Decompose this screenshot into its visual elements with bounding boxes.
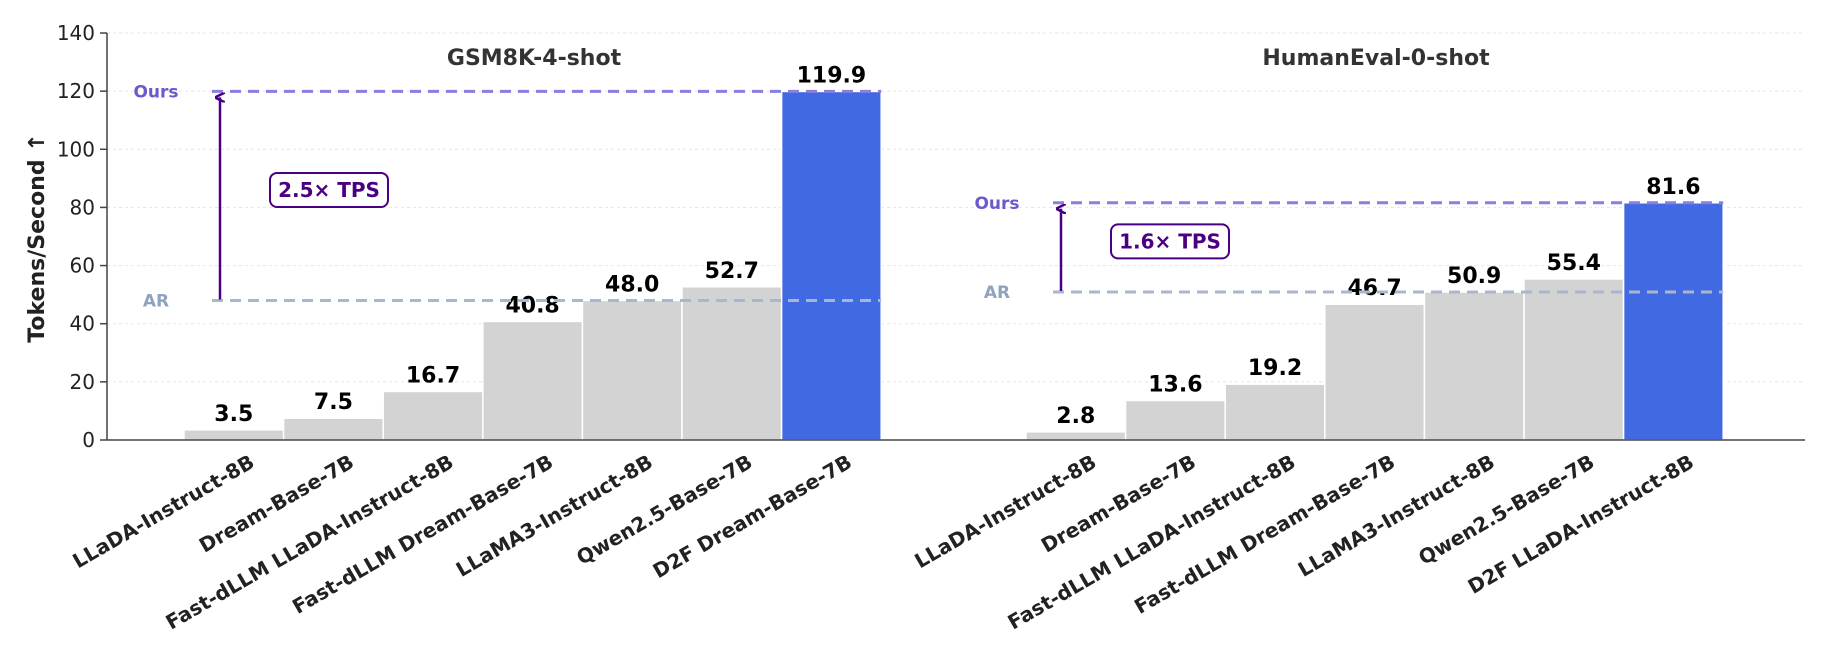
y-tick-label-40: 40 (70, 312, 95, 336)
bar-p1-5 (581, 299, 683, 441)
panel-title-2: HumanEval-0-shot (1262, 46, 1490, 71)
category-label-p2-1: LLaDA-Instruct-8B (910, 450, 1100, 574)
y-tick-label-20: 20 (70, 370, 95, 394)
grid (107, 32, 1805, 383)
speedup-box-2 (1110, 223, 1230, 260)
value-label-p2-5: 50.9 (1447, 264, 1501, 289)
ours-label-2: Ours (974, 194, 1019, 214)
y-tick-label-120: 120 (57, 79, 95, 103)
bar-p2-3 (1224, 383, 1326, 441)
annotations: 3.5 7.5 16.7 40.8 48.0 52.7 119.9 GSM8K-4-shot O… (133, 46, 1724, 429)
bar-p2-5 (1423, 291, 1525, 441)
value-label-p2-4: 46.7 (1347, 276, 1401, 301)
value-label-p1-6: 52.7 (705, 259, 759, 284)
bar-p2-4 (1324, 303, 1426, 441)
bar-p2-7 (1622, 202, 1724, 441)
y-tick-label-100: 100 (57, 137, 95, 161)
value-label-p1-3: 16.7 (406, 363, 460, 388)
y-tick-label-0: 0 (82, 428, 95, 452)
speedup-label-1: 2.5× TPS (278, 178, 380, 202)
panel-title-1: GSM8K-4-shot (447, 46, 622, 71)
y-axis-label: Tokens/Second ↑ (25, 133, 50, 342)
y-tick-label-60: 60 (70, 254, 95, 278)
bar-p1-1 (183, 429, 285, 441)
value-label-p2-2: 13.6 (1148, 372, 1202, 397)
speedup-label-2: 1.6× TPS (1119, 229, 1221, 253)
value-label-p2-7: 81.6 (1646, 175, 1700, 200)
bar-p1-3 (382, 390, 484, 441)
bar-p1-6 (681, 286, 783, 441)
value-label-p2-3: 19.2 (1248, 356, 1302, 381)
bar-p2-1 (1025, 431, 1127, 441)
bar-p1-7 (780, 90, 882, 441)
bar-p1-2 (282, 417, 384, 441)
category-label-p1-6: Qwen2.5-Base-7B (572, 450, 756, 570)
value-label-p1-2: 7.5 (314, 390, 353, 415)
speedup-box-1 (269, 171, 389, 208)
ar-label-2: AR (984, 283, 1010, 303)
category-label-p1-1: LLaDA-Instruct-8B (68, 450, 258, 574)
value-label-p1-4: 40.8 (505, 293, 559, 318)
y-tick-label-80: 80 (70, 195, 95, 219)
value-label-p2-6: 55.4 (1547, 251, 1601, 276)
bar-p1-4 (482, 320, 584, 441)
ours-label-1: Ours (133, 82, 178, 102)
value-label-p1-1: 3.5 (214, 402, 253, 427)
value-label-p1-7: 119.9 (797, 63, 867, 88)
value-label-p2-1: 2.8 (1056, 404, 1095, 429)
category-label-p2-6: Qwen2.5-Base-7B (1414, 450, 1598, 570)
bar-p2-6 (1523, 278, 1625, 441)
ar-label-1: AR (143, 291, 169, 311)
value-label-p1-5: 48.0 (605, 272, 659, 297)
y-tick-label-140: 140 (57, 21, 95, 45)
bars (183, 90, 1724, 441)
bar-p2-2 (1124, 399, 1226, 441)
